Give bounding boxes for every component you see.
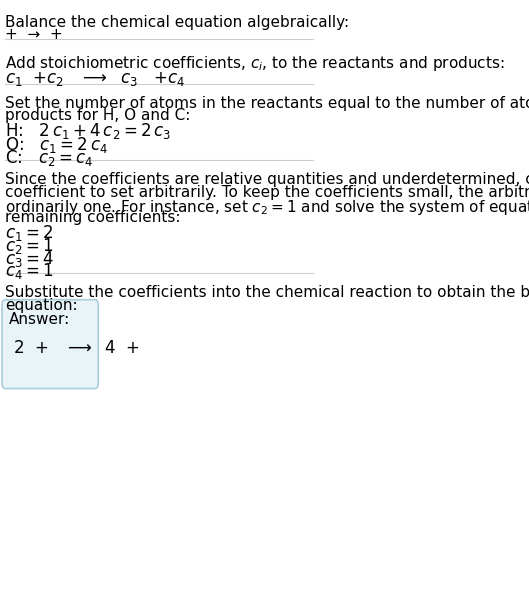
Text: coefficient to set arbitrarily. To keep the coefficients small, the arbitrary va: coefficient to set arbitrarily. To keep …	[5, 185, 529, 200]
Text: Since the coefficients are relative quantities and underdetermined, choose a: Since the coefficients are relative quan…	[5, 172, 529, 188]
Text: Substitute the coefficients into the chemical reaction to obtain the balanced: Substitute the coefficients into the che…	[5, 285, 529, 300]
Text: Add stoichiometric coefficients, $c_i$, to the reactants and products:: Add stoichiometric coefficients, $c_i$, …	[5, 54, 505, 73]
Text: Balance the chemical equation algebraically:: Balance the chemical equation algebraica…	[5, 14, 349, 30]
Text: products for H, O and C:: products for H, O and C:	[5, 108, 190, 123]
Text: ordinarily one. For instance, set $c_2=1$ and solve the system of equations for : ordinarily one. For instance, set $c_2=1…	[5, 198, 529, 216]
Text: C:   $c_2=c_4$: C: $c_2=c_4$	[5, 148, 94, 168]
Text: $c_2=1$: $c_2=1$	[5, 236, 54, 256]
Text: O:   $c_1=2\,c_4$: O: $c_1=2\,c_4$	[5, 134, 108, 154]
Text: Answer:: Answer:	[9, 312, 70, 327]
Text: $c_3=4$: $c_3=4$	[5, 248, 54, 269]
Text: H:   $2\,c_1+4\,c_2=2\,c_3$: H: $2\,c_1+4\,c_2=2\,c_3$	[5, 121, 171, 142]
Text: $c_4=1$: $c_4=1$	[5, 261, 54, 281]
FancyBboxPatch shape	[2, 300, 98, 388]
Text: $2$  +   $\longrightarrow$  $4$  +: $2$ + $\longrightarrow$ $4$ +	[13, 339, 140, 357]
Text: remaining coefficients:: remaining coefficients:	[5, 210, 181, 226]
Text: $c_1=2$: $c_1=2$	[5, 224, 53, 244]
Text: Set the number of atoms in the reactants equal to the number of atoms in the: Set the number of atoms in the reactants…	[5, 96, 529, 110]
Text: +  →  +: + → +	[5, 27, 63, 42]
Text: equation:: equation:	[5, 298, 78, 313]
Text: $c_1$  +$c_2$   $\longrightarrow$  $c_3$   +$c_4$: $c_1$ +$c_2$ $\longrightarrow$ $c_3$ +$c…	[5, 71, 185, 89]
